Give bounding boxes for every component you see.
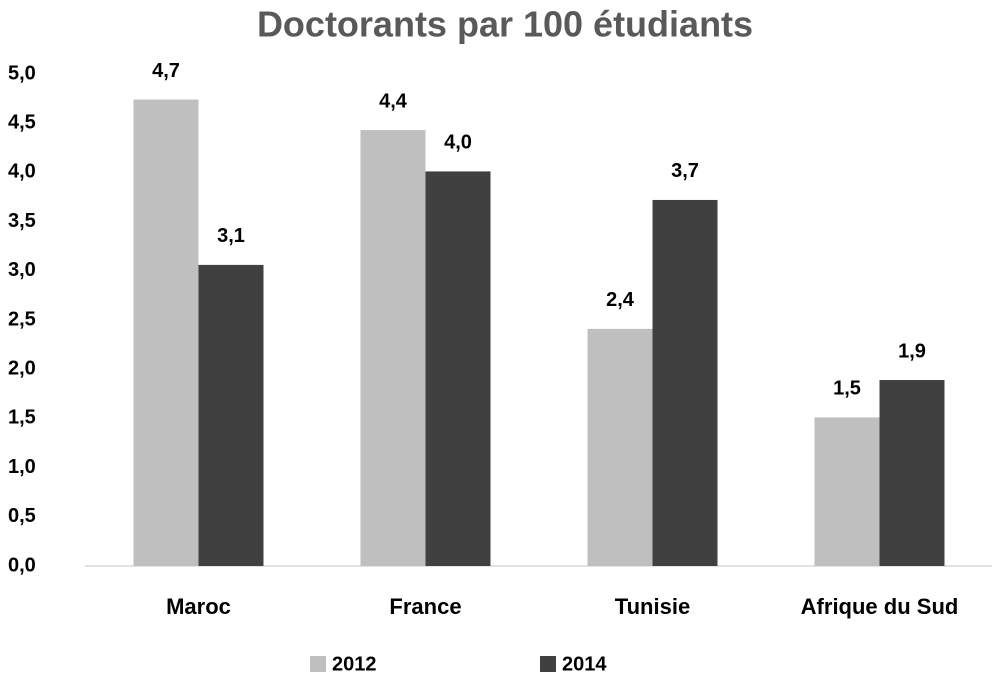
value-label: 4,4 xyxy=(379,90,408,112)
y-tick-label: 3,0 xyxy=(8,259,36,281)
value-label: 1,9 xyxy=(898,340,926,362)
value-label: 3,1 xyxy=(217,225,245,247)
value-label: 3,7 xyxy=(671,160,699,182)
bar xyxy=(198,264,264,566)
y-tick-label: 4,5 xyxy=(8,111,36,133)
bar xyxy=(814,417,880,566)
bar xyxy=(879,380,945,566)
y-tick-label: 1,0 xyxy=(8,456,36,478)
bar xyxy=(360,130,426,566)
y-tick-label: 4,0 xyxy=(8,161,36,183)
y-tick-label: 3,5 xyxy=(8,210,36,232)
value-label: 1,5 xyxy=(833,378,861,400)
legend-swatch xyxy=(310,656,326,672)
y-tick-label: 0,5 xyxy=(8,505,36,527)
x-tick-label: Afrique du Sud xyxy=(801,594,959,619)
y-tick-label: 0,0 xyxy=(8,554,36,576)
y-tick-label: 1,5 xyxy=(8,407,36,429)
legend-swatch xyxy=(540,656,556,672)
value-label: 2,4 xyxy=(606,289,635,311)
bar xyxy=(425,171,491,566)
bar xyxy=(133,99,199,567)
legend-label: 2012 xyxy=(332,653,377,675)
bar xyxy=(587,328,653,566)
value-label: 4,0 xyxy=(444,132,472,154)
x-tick-label: Tunisie xyxy=(615,594,690,619)
y-tick-label: 2,5 xyxy=(8,308,36,330)
legend-label: 2014 xyxy=(562,653,607,675)
value-label: 4,7 xyxy=(152,60,180,82)
x-tick-label: France xyxy=(389,594,461,619)
chart-title: Doctorants par 100 étudiants xyxy=(257,4,753,45)
bar xyxy=(652,199,718,566)
x-tick-label: Maroc xyxy=(166,594,231,619)
y-tick-label: 2,0 xyxy=(8,357,36,379)
y-tick-label: 5,0 xyxy=(8,62,36,84)
